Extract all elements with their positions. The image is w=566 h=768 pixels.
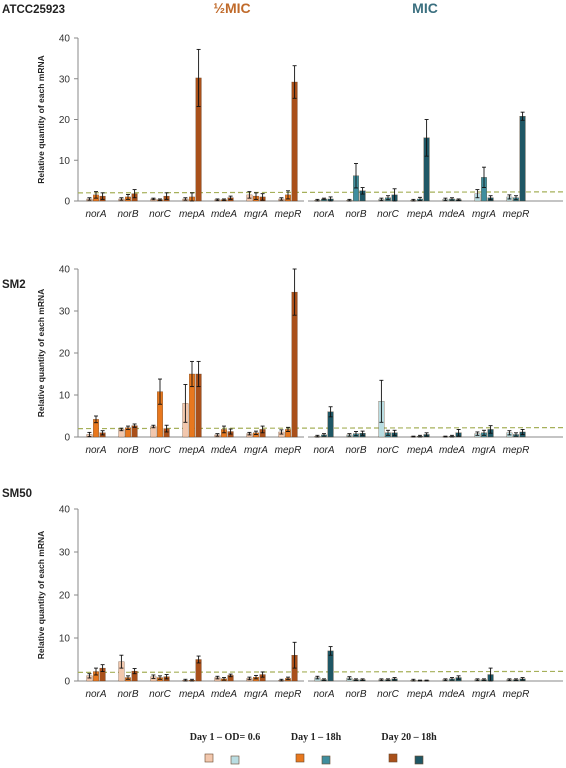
gene-label: mepR — [275, 445, 302, 456]
gene-label: mgrA — [472, 689, 496, 700]
gene-label: norB — [117, 209, 138, 220]
gene-label: norC — [149, 209, 171, 220]
gene-label: norA — [313, 209, 334, 220]
y-tick-label: 20 — [59, 591, 71, 602]
gene-label: mepA — [407, 445, 433, 456]
gene-label: norC — [377, 209, 399, 220]
y-tick-label: 0 — [64, 433, 70, 444]
gene-label: norA — [313, 689, 334, 700]
panel-atcc25923: ATCC25923 0 10 20 30 40 Relative quantity of e… — [2, 4, 564, 220]
gene-label: mepR — [275, 689, 302, 700]
y-tick-label: 10 — [59, 156, 71, 167]
legend-swatch — [230, 755, 240, 765]
gene-label: norB — [345, 209, 366, 220]
half-mic-header: ½MIC — [213, 0, 250, 16]
gene-label: norB — [345, 445, 366, 456]
gene-label: norA — [313, 445, 334, 456]
bar-half-mic — [291, 81, 298, 202]
y-axis-title: Relative quantity of each mRNA — [36, 289, 46, 417]
gene-label: mgrA — [244, 445, 268, 456]
legend: Day 1 – OD= 0.6 Day 1 – 18h Day 20 – 18h — [190, 732, 437, 765]
gene-label: mepR — [503, 445, 530, 456]
gene-label: mepR — [275, 209, 302, 220]
y-tick-label: 0 — [64, 677, 70, 688]
gene-label: norB — [117, 689, 138, 700]
strain-label: SM50 — [2, 488, 32, 500]
y-axis-title: Relative quantity of each mRNA — [36, 55, 46, 183]
gene-label: mgrA — [244, 689, 268, 700]
y-tick-label: 0 — [64, 197, 70, 208]
legend-item: Day 20 – 18h — [381, 732, 437, 765]
gene-label: norB — [117, 445, 138, 456]
gene-label: mdeA — [439, 445, 465, 456]
gene-label: mepA — [179, 689, 205, 700]
y-tick-label: 30 — [59, 74, 71, 85]
y-tick-label: 30 — [59, 307, 71, 318]
y-tick-label: 20 — [59, 115, 71, 126]
gene-label: norA — [85, 209, 106, 220]
bar-mic — [519, 116, 526, 202]
gene-label: norC — [149, 689, 171, 700]
legend-swatch — [204, 753, 214, 763]
gene-label: mdeA — [439, 209, 465, 220]
panel-sm50: SM50 0 10 20 30 40 Relative quantity of each m… — [2, 488, 564, 700]
strain-label: ATCC25923 — [2, 4, 65, 16]
gene-label: norA — [85, 445, 106, 456]
strain-label: SM2 — [2, 279, 26, 291]
gene-label: mdeA — [439, 689, 465, 700]
gene-label: mgrA — [244, 209, 268, 220]
legend-swatch — [388, 753, 398, 763]
gene-label: norC — [377, 689, 399, 700]
gene-label: mgrA — [472, 445, 496, 456]
y-tick-label: 40 — [59, 265, 71, 276]
gene-label: norC — [149, 445, 171, 456]
y-tick-label: 10 — [59, 634, 71, 645]
gene-label: mdeA — [211, 209, 237, 220]
mic-header: MIC — [412, 0, 438, 16]
y-axis-title: Relative quantity of each mRNA — [36, 531, 46, 659]
legend-item: Day 1 – OD= 0.6 — [190, 732, 260, 765]
gene-label: mepR — [503, 209, 530, 220]
y-tick-label: 20 — [59, 349, 71, 360]
y-tick-label: 40 — [59, 505, 71, 516]
legend-swatch — [295, 753, 305, 763]
y-tick-label: 40 — [59, 34, 71, 45]
gene-label: norC — [377, 445, 399, 456]
gene-label: mepA — [179, 209, 205, 220]
gene-label: mepR — [503, 689, 530, 700]
gene-label: mepA — [179, 445, 205, 456]
legend-swatch — [321, 755, 331, 765]
legend-swatch — [414, 755, 424, 765]
legend-label: Day 20 – 18h — [381, 732, 437, 743]
gene-label: mepA — [407, 209, 433, 220]
y-tick-label: 10 — [59, 391, 71, 402]
gene-label: mdeA — [211, 445, 237, 456]
legend-label: Day 1 – OD= 0.6 — [190, 732, 260, 743]
legend-label: Day 1 – 18h — [291, 732, 342, 743]
gene-label: norA — [85, 689, 106, 700]
y-tick-label: 30 — [59, 548, 71, 559]
gene-label: norB — [345, 689, 366, 700]
gene-label: mepA — [407, 689, 433, 700]
threshold-line — [77, 670, 564, 674]
panel-sm2: SM2 0 10 20 30 40 Relative quantity of each mR… — [2, 265, 564, 456]
panels: ATCC25923 0 10 20 30 40 Relative quantity of e… — [2, 4, 564, 700]
threshold-line — [77, 191, 564, 194]
legend-item: Day 1 – 18h — [291, 732, 342, 765]
gene-label: mdeA — [211, 689, 237, 700]
gene-label: mgrA — [472, 209, 496, 220]
